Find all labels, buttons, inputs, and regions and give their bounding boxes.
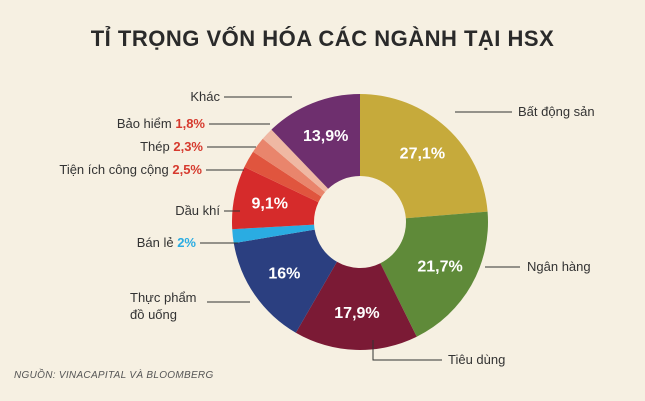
slice-label: Bảo hiểm 1,8% [117, 115, 205, 132]
category-label: Bán lẻ [136, 235, 174, 250]
category-label: Bảo hiểm [116, 116, 172, 131]
chart-title: TỈ TRỌNG VỐN HÓA CÁC NGÀNH TẠI HSX [90, 26, 555, 51]
value-label: 2,3% [173, 139, 203, 154]
value-label: 17,9% [334, 305, 379, 322]
slice-label: Bất động sản [518, 103, 595, 120]
slice [262, 129, 329, 193]
slice-label: Tiện ích công cộng 2,5% [59, 161, 202, 178]
value-label: 2,5% [172, 162, 202, 177]
value-label: 1,8% [175, 116, 205, 131]
value-label: 2% [177, 235, 196, 250]
slice [233, 229, 337, 333]
category-label: Khác [190, 89, 220, 104]
slice-label: Ngân hàng [527, 258, 591, 275]
category-label: Bất động sản [518, 104, 595, 119]
slice-label: Bán lẻ 2% [137, 234, 196, 251]
category-label: Thực phẩm đồ uống [130, 290, 197, 322]
value-label: 16% [268, 266, 300, 283]
slice-label: Thép 2,3% [140, 138, 203, 155]
value-label: 9,1% [251, 196, 287, 213]
slice [253, 138, 326, 197]
category-label: Tiêu dùng [448, 352, 506, 367]
slice [380, 211, 488, 337]
slice [271, 94, 360, 189]
slice [360, 94, 488, 219]
slice [244, 151, 322, 203]
category-label: Tiện ích công cộng [59, 162, 169, 177]
value-label: 13,9% [303, 128, 348, 145]
slice-label: Dầu khí [175, 202, 220, 219]
slice [232, 167, 319, 230]
slice-label: Tiêu dùng [448, 351, 505, 368]
slice-label: Thực phẩm đồ uống [130, 289, 208, 323]
slice-label: Khác [190, 88, 220, 105]
category-label: Ngân hàng [527, 259, 591, 274]
slice [232, 224, 315, 244]
category-label: Dầu khí [175, 203, 220, 218]
value-label: 21,7% [417, 259, 462, 276]
leader-line [372, 340, 442, 361]
category-label: Thép [140, 139, 170, 154]
source-note: NGUỒN: VINACAPITAL VÀ BLOOMBERG [14, 370, 214, 381]
value-label: 27,1% [400, 146, 445, 163]
slice [295, 261, 417, 350]
